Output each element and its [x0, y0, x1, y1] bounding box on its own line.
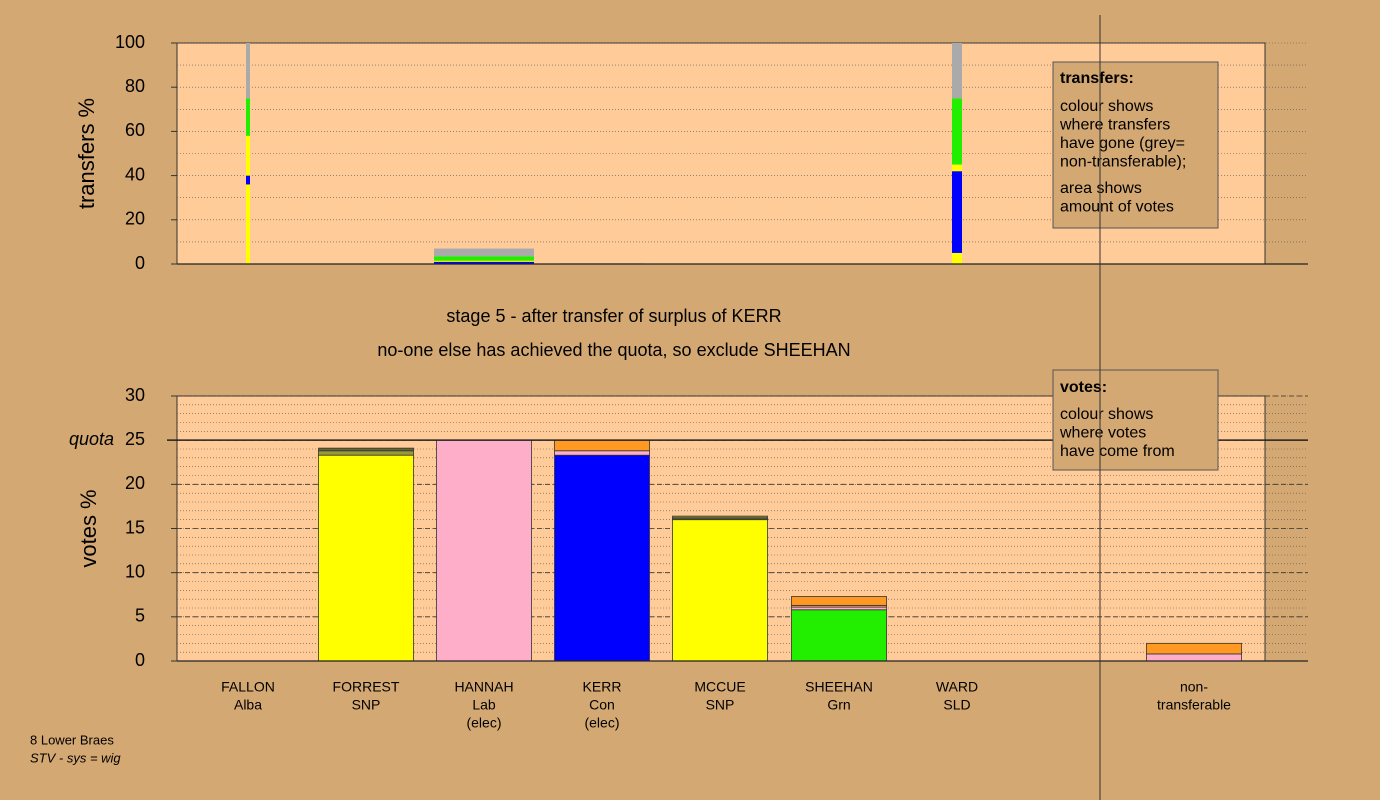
footer-ward: 8 Lower Braes: [30, 732, 114, 747]
y-tick-label: 10: [125, 561, 145, 581]
x-tick-label: WARD: [936, 679, 978, 695]
bar-segment: [791, 596, 887, 606]
x-tick-label: SHEEHAN: [805, 679, 873, 695]
y-tick-label: 15: [125, 517, 145, 537]
x-tick-label: (elec): [584, 715, 619, 731]
y-tick-label: 20: [125, 473, 145, 493]
x-tick-label: (elec): [466, 715, 501, 731]
x-tick-label: MCCUE: [694, 679, 745, 695]
bar-segment: [554, 454, 650, 662]
bar-segment: [434, 248, 534, 257]
bar-segment: [952, 43, 962, 99]
bar-segment: [672, 515, 768, 519]
bar-segment: [246, 175, 250, 185]
bar-segment: [952, 98, 962, 165]
x-tick-label: transferable: [1157, 697, 1231, 713]
bar-segment: [318, 454, 414, 662]
legend-box: [1052, 369, 1219, 471]
legend-text: have gone (grey=: [1060, 135, 1185, 152]
bar-segment: [434, 256, 534, 261]
y-tick-label: 0: [135, 253, 145, 273]
y-axis-label: transfers %: [74, 98, 99, 209]
legend-text: where votes: [1059, 425, 1146, 442]
x-tick-label: SLD: [943, 697, 970, 713]
chart-subtitle: no-one else has achieved the quota, so e…: [377, 340, 850, 360]
x-tick-label: Lab: [472, 697, 496, 713]
y-tick-label: 40: [125, 164, 145, 184]
legend-box: [1052, 61, 1219, 229]
x-tick-label: FORREST: [333, 679, 400, 695]
y-axis-label: votes %: [76, 489, 101, 567]
bar-segment: [246, 135, 250, 176]
legend-title: votes:: [1060, 379, 1107, 396]
y-tick-label: 30: [125, 385, 145, 405]
x-tick-label: KERR: [583, 679, 622, 695]
y-tick-label: 80: [125, 76, 145, 96]
bar-segment: [1146, 653, 1242, 662]
legend-text: where transfers: [1059, 117, 1170, 134]
bar-segment: [952, 171, 962, 253]
legend-text: colour shows: [1060, 406, 1153, 423]
legend-text: area shows: [1060, 180, 1142, 197]
legend-text: have come from: [1060, 443, 1175, 460]
bar-segment: [434, 261, 534, 264]
x-tick-label: SNP: [352, 697, 381, 713]
bar-segment: [318, 447, 414, 452]
x-tick-label: FALLON: [221, 679, 275, 695]
legend-text: amount of votes: [1060, 199, 1174, 216]
y-tick-label: 100: [115, 32, 145, 52]
bar-segment: [318, 450, 414, 456]
legend-text: non-transferable);: [1060, 154, 1186, 171]
bar-segment: [434, 260, 534, 262]
legend-title: transfers:: [1060, 70, 1134, 87]
bar-segment: [246, 184, 250, 264]
chart-title: stage 5 - after transfer of surplus of K…: [446, 306, 781, 326]
bar-segment: [952, 164, 962, 172]
legend-text: colour shows: [1060, 98, 1153, 115]
bar-segment: [791, 609, 887, 662]
bar-segment: [1146, 642, 1242, 655]
x-tick-label: HANNAH: [454, 679, 513, 695]
x-tick-label: Con: [589, 697, 615, 713]
footer-system: STV - sys = wig: [30, 750, 121, 765]
y-tick-label: 60: [125, 120, 145, 140]
bar-segment: [554, 439, 650, 452]
bar-segment: [672, 519, 768, 662]
x-tick-label: non-: [1180, 679, 1208, 695]
y-tick-label: 5: [135, 606, 145, 626]
y-tick-label: 25: [125, 429, 145, 449]
x-tick-label: Alba: [234, 697, 262, 713]
bar-segment: [554, 450, 650, 456]
bar-segment: [952, 252, 962, 264]
x-tick-label: Grn: [827, 697, 850, 713]
bar-segment: [436, 439, 532, 662]
quota-label: quota: [69, 429, 114, 449]
y-tick-label: 20: [125, 209, 145, 229]
x-tick-label: SNP: [706, 697, 735, 713]
bar-segment: [246, 98, 250, 136]
bar-segment: [246, 43, 250, 99]
y-tick-label: 0: [135, 650, 145, 670]
